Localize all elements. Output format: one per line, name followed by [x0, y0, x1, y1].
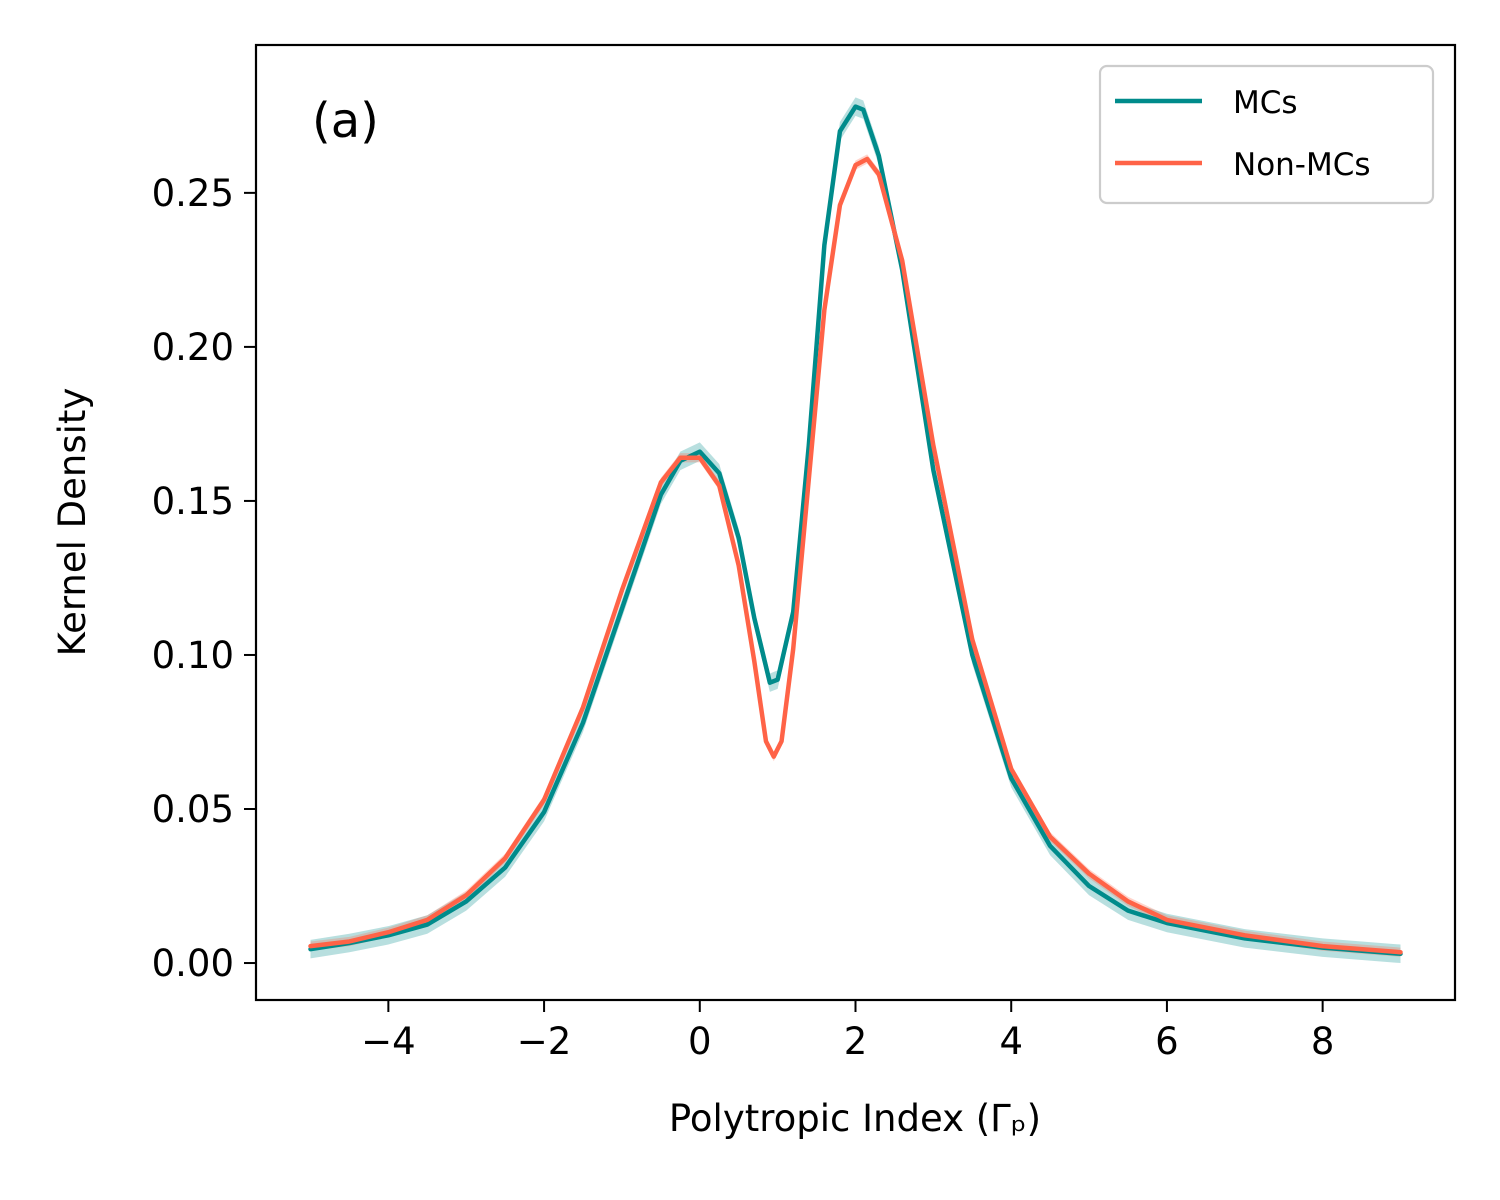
x-tick-label: −2: [517, 1020, 572, 1063]
x-tick-label: 6: [1155, 1020, 1179, 1063]
y-tick-label: 0.00: [152, 942, 234, 985]
x-axis-title: Polytropic Index (Γₚ): [669, 1097, 1041, 1140]
x-tick-label: −4: [361, 1020, 416, 1063]
x-tick-label: 8: [1311, 1020, 1335, 1063]
x-tick-label: 0: [688, 1020, 712, 1063]
y-tick-label: 0.20: [152, 326, 234, 369]
y-tick-label: 0.25: [152, 172, 234, 215]
y-tick-label: 0.05: [152, 788, 234, 831]
legend-label-mcs: MCs: [1233, 85, 1298, 121]
y-axis-ticks: 0.00 0.05 0.10 0.15 0.20 0.25: [152, 172, 256, 985]
legend: MCs Non-MCs: [1098, 64, 1435, 205]
x-tick-label: 4: [999, 1020, 1023, 1063]
line-non-mcs: [308, 156, 1403, 955]
line-mcs: [308, 104, 1403, 957]
panel-label: (a): [312, 93, 379, 149]
legend-label-non-mcs: Non-MCs: [1233, 147, 1371, 183]
y-tick-label: 0.15: [152, 480, 234, 523]
series-lines: [308, 104, 1403, 957]
x-tick-label: 2: [844, 1020, 868, 1063]
x-axis-ticks: −4 −2 0 2 4 6 8: [361, 1000, 1334, 1063]
y-axis-title: Kernel Density: [51, 388, 94, 657]
y-tick-label: 0.10: [152, 634, 234, 677]
